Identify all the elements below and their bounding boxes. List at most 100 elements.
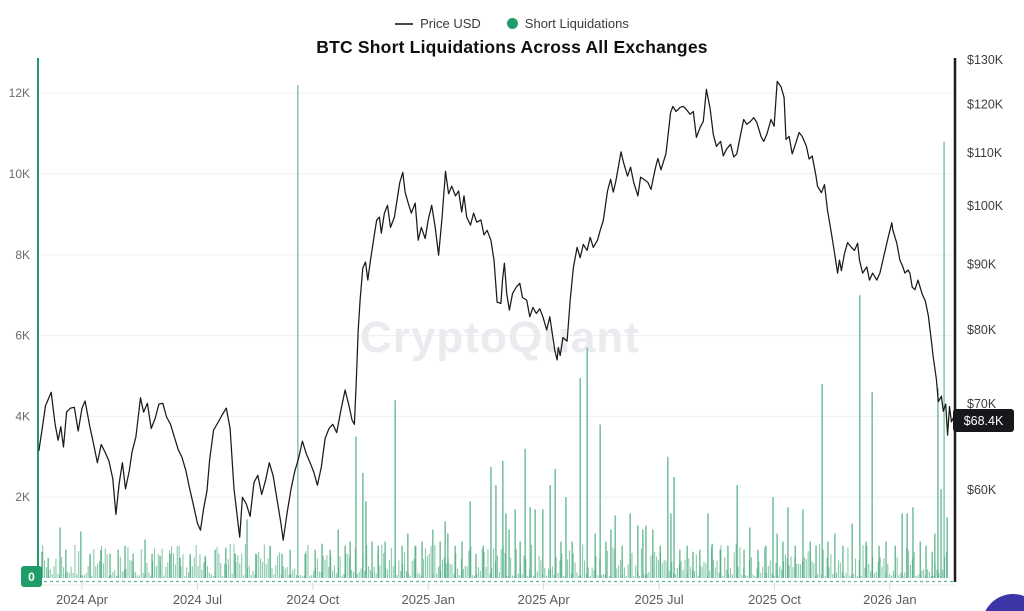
liquidation-bar [80, 531, 82, 578]
liquidation-bar [765, 545, 767, 578]
liquidations-dot-marker-icon [506, 18, 518, 29]
liquidation-bar [179, 557, 181, 578]
liquidation-bar [787, 507, 789, 578]
liquidation-bar [802, 509, 804, 578]
left-axis-tick-label: 12K [9, 86, 30, 100]
liquidation-bar [834, 533, 836, 578]
liquidation-bar [629, 513, 631, 578]
liquidation-bar [757, 549, 759, 578]
liquidation-bar [151, 553, 153, 578]
liquidation-bar [699, 549, 701, 578]
liquidation-bar [337, 529, 339, 578]
liquidation-bar [946, 517, 948, 578]
price-line-marker-icon [395, 22, 414, 25]
liquidation-bar [401, 545, 403, 578]
liquidation-bar [377, 545, 379, 578]
liquidation-bar [809, 541, 811, 578]
x-tick-label: 2024 Apr [56, 592, 109, 607]
liquidation-bar [289, 549, 291, 578]
liquidation-bar [943, 141, 945, 578]
liquidation-bar [447, 533, 449, 578]
legend-label-liquidations: Short Liquidations [524, 16, 629, 31]
x-tick-label: 2024 Jul [173, 592, 222, 607]
chart-title: BTC Short Liquidations Across All Exchan… [316, 37, 708, 57]
left-axis-tick-label: 10K [9, 167, 30, 181]
liquidation-bar [919, 541, 921, 578]
liquidation-bar [542, 509, 544, 578]
liquidation-bar [851, 523, 853, 578]
liquidation-bar [679, 549, 681, 578]
liquidation-bar [749, 527, 751, 578]
liquidation-bar [384, 541, 386, 578]
liquidation-bar [652, 529, 654, 578]
liquidation-bar [711, 543, 713, 578]
liquidation-bar [89, 553, 91, 578]
liquidation-bar [937, 388, 939, 578]
liquidation-bar [794, 545, 796, 578]
liquidation-bars [41, 85, 948, 578]
liquidation-bar [827, 541, 829, 578]
price-badge [953, 408, 1014, 432]
liquidation-bar [529, 507, 531, 578]
liquidation-bar [934, 533, 936, 578]
liquidation-bar [234, 553, 236, 578]
liquidation-bar [461, 541, 463, 578]
liquidation-bar [100, 549, 102, 578]
liquidation-bar [925, 545, 927, 578]
liquidation-bar [421, 541, 423, 578]
liquidation-badge-text: 0 [28, 570, 35, 584]
liquidation-bar [469, 501, 471, 578]
legend-item-liquidations[interactable]: Short Liquidations [506, 16, 629, 31]
liquidation-bar [349, 541, 351, 578]
liquidation-bar [571, 541, 573, 578]
liquidation-bar [894, 545, 896, 578]
liquidation-bar [269, 545, 271, 578]
liquidation-bar [297, 85, 299, 578]
liquidation-bar [524, 448, 526, 578]
liquidation-bar [47, 557, 49, 578]
liquidation-bar [931, 551, 933, 578]
liquidation-bar [605, 541, 607, 578]
liquidation-bar [637, 525, 639, 578]
liquidation-badge [21, 566, 42, 587]
liquidation-bar [865, 541, 867, 578]
left-axis-tick-label: 8K [15, 248, 30, 262]
liquidation-bar [495, 485, 497, 578]
legend-item-price[interactable]: Price USD [395, 16, 481, 31]
liquidation-bar [599, 424, 601, 578]
liquidation-bar [132, 553, 134, 578]
liquidation-bar [719, 549, 721, 578]
liquidation-bar [554, 468, 556, 578]
liquidation-bar [670, 513, 672, 578]
liquidation-bar [355, 436, 357, 578]
liquidation-bar [65, 549, 67, 578]
liquidation-bar [159, 555, 161, 578]
liquidation-bar [707, 513, 709, 578]
liquidation-bar [204, 555, 206, 578]
liquidation-bar [281, 553, 283, 578]
x-tick-label: 2025 Jan [401, 592, 455, 607]
liquidation-bar [842, 545, 844, 578]
liquidation-bar [782, 541, 784, 578]
liquidation-bar [475, 553, 477, 578]
liquidation-bar [505, 513, 507, 578]
liquidation-bar [371, 541, 373, 578]
liquidation-bar [610, 529, 612, 578]
liquidation-bar [579, 378, 581, 578]
liquidation-bar [304, 553, 306, 578]
liquidation-bar [439, 541, 441, 578]
liquidation-bar [673, 477, 675, 578]
right-axis-tick-label: $100K [967, 199, 1004, 213]
liquidation-bar [407, 533, 409, 578]
liquidation-bar [686, 545, 688, 578]
liquidation-bar [329, 549, 331, 578]
left-axis-tick-label: 6K [15, 329, 30, 343]
liquidation-bar [736, 485, 738, 578]
liquidation-bar [743, 549, 745, 578]
liquidation-bar [117, 549, 119, 578]
liquidation-bar [144, 539, 146, 578]
liquidation-bar [321, 543, 323, 578]
right-axis-tick-label: $80K [967, 323, 997, 337]
